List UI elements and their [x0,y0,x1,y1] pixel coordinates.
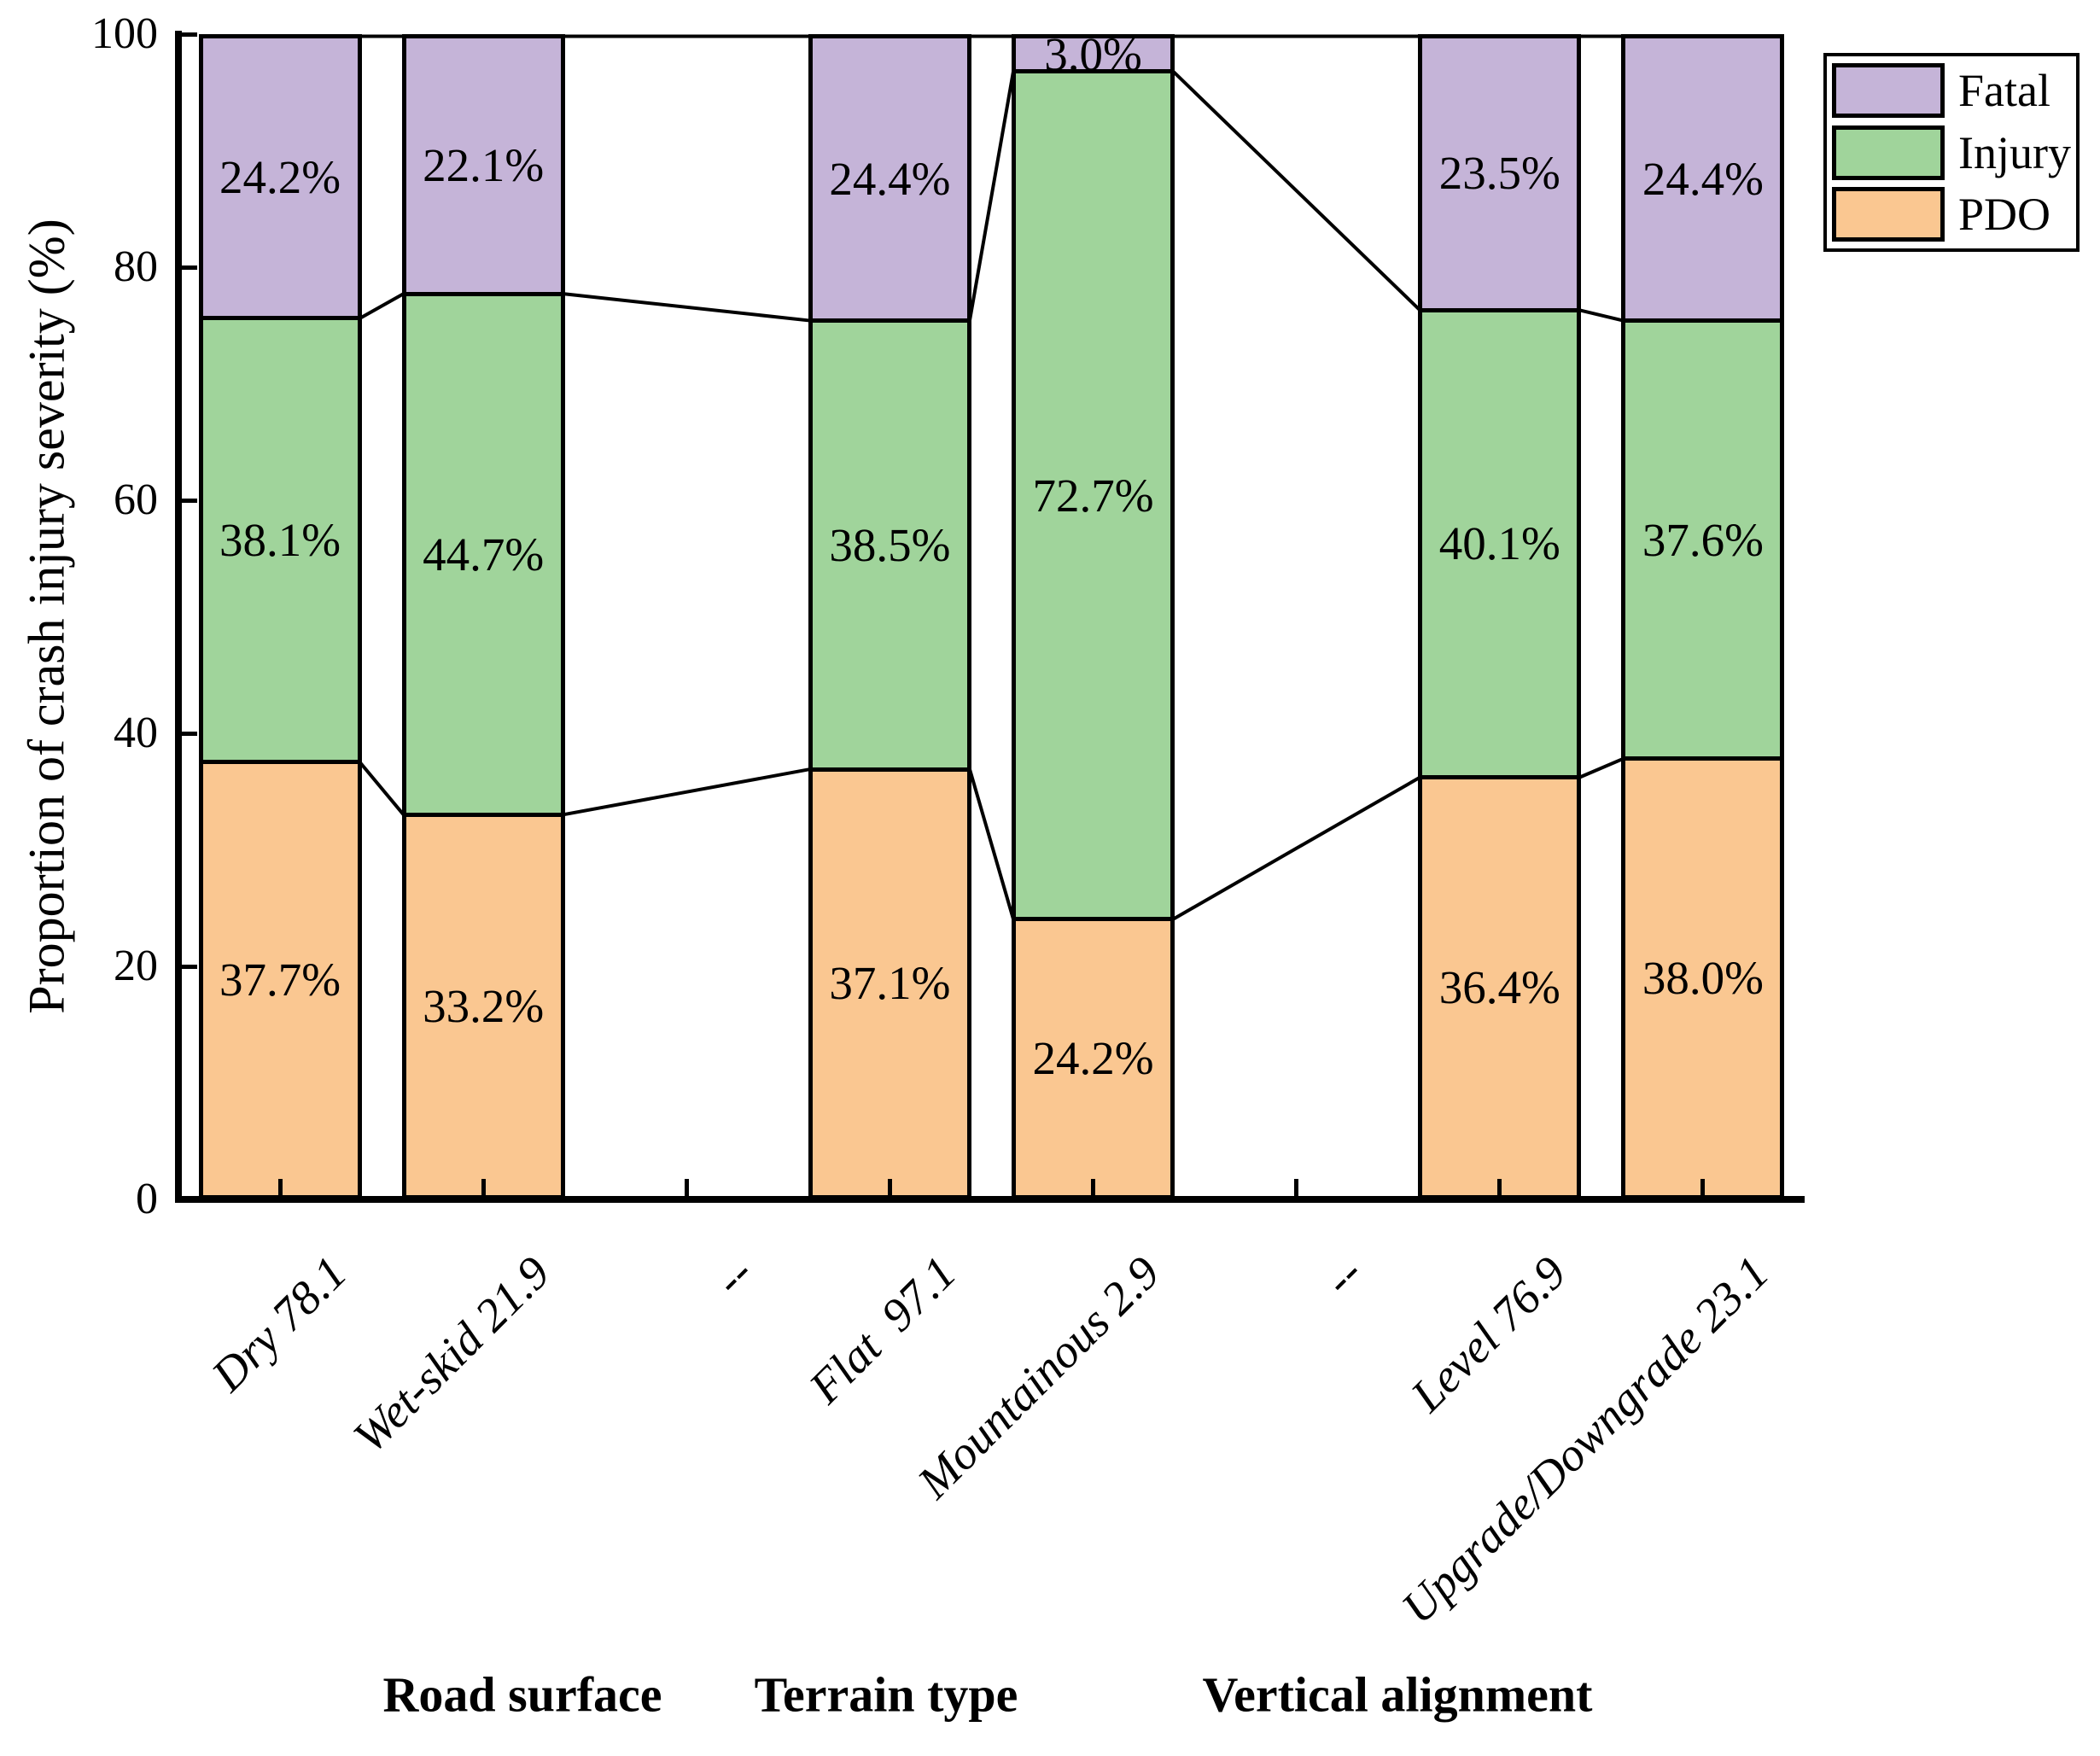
connector-line [1171,70,1421,312]
legend-row-pdo: PDO [1832,186,2076,242]
x-tick-label-dry-78-1: Dry 78.1 [201,1246,357,1402]
group-label-road-surface: Road surface [382,1666,662,1723]
bar-upgrade-downgrade-23-1-fatal-value-label: 24.4% [1642,152,1764,205]
connector-line [968,768,1015,920]
x-tick-mark [1294,1179,1299,1196]
group-label-terrain-type: Terrain type [754,1666,1018,1723]
bar-flat-97-1-injury-segment: 38.5% [808,318,971,772]
legend-label-fatal: Fatal [1958,65,2050,117]
connector-line [359,292,405,320]
x-tick-mark [887,1179,892,1196]
legend-swatch-fatal [1832,63,1945,119]
bar-dry-78-1-injury-value-label: 38.1% [219,514,341,567]
x-tick-label-wet-skid-21-9: Wet-skid 21.9 [342,1246,560,1463]
legend: Fatal Injury PDO [1823,53,2080,252]
connector-line [1578,308,1624,323]
bar-flat-97-1-pdo-segment: 37.1% [808,767,971,1199]
bar-wet-skid-21-9-fatal-value-label: 22.1% [423,138,545,191]
x-tick-label-blank: -- [703,1246,763,1305]
y-tick-label: 60 [114,475,158,524]
bar-level-76-9-pdo-segment: 36.4% [1418,775,1582,1199]
connector-line [1578,756,1625,779]
bar-wet-skid-21-9-fatal-segment: 22.1% [401,34,565,296]
y-tick-label: 0 [136,1175,158,1223]
bar-level-76-9-injury-segment: 40.1% [1418,307,1582,780]
bar-dry-78-1-fatal-value-label: 24.2% [219,151,341,204]
bar-wet-skid-21-9-pdo-value-label: 33.2% [423,979,545,1032]
bar-upgrade-downgrade-23-1-injury-value-label: 37.6% [1642,513,1764,566]
connector-line [1172,775,1421,921]
y-tick-mark [182,265,197,270]
bar-flat-97-1-fatal-value-label: 24.4% [829,152,951,205]
x-tick-mark [1497,1179,1502,1196]
x-tick-mark [481,1179,486,1196]
legend-row-fatal: Fatal [1832,63,2076,119]
connector-line [563,292,811,323]
legend-label-pdo: PDO [1958,188,2051,240]
bar-mountainous-2-9-fatal-value-label: 3.0% [1044,27,1142,80]
y-tick-mark [182,32,197,37]
legend-swatch-injury [1832,125,1945,180]
y-tick-label: 100 [91,9,158,58]
x-tick-label-upgrade-downgrade-23-1: Upgrade/Downgrade 23.1 [1391,1246,1779,1634]
bar-mountainous-2-9-injury-value-label: 72.7% [1032,469,1154,522]
x-tick-mark [1091,1179,1096,1196]
bar-flat-97-1-injury-value-label: 38.5% [829,518,951,571]
bar-flat-97-1-fatal-segment: 24.4% [808,34,971,324]
bar-level-76-9-fatal-segment: 23.5% [1418,34,1582,312]
y-tick-label: 20 [114,942,158,990]
y-tick-label: 80 [114,242,158,291]
x-tick-label-blank: -- [1313,1246,1373,1305]
y-tick-label: 40 [114,709,158,757]
bar-mountainous-2-9-injury-segment: 72.7% [1012,68,1175,922]
connector-line [967,71,1016,321]
y-tick-mark [182,498,197,503]
x-tick-mark [277,1179,283,1196]
connector-line [563,767,811,817]
x-tick-label-flat-97-1: Flat 97.1 [798,1246,966,1414]
bar-dry-78-1-fatal-segment: 24.2% [198,34,362,321]
legend-row-injury: Injury [1832,125,2076,180]
x-tick-mark [684,1179,689,1196]
bar-upgrade-downgrade-23-1-pdo-segment: 38.0% [1621,756,1785,1199]
y-tick-mark [182,1197,197,1202]
bar-mountainous-2-9-pdo-value-label: 24.2% [1032,1032,1154,1085]
y-axis-line [175,31,182,1203]
bar-dry-78-1-pdo-value-label: 37.7% [219,954,341,1006]
x-tick-label-level-76-9: Level 76.9 [1400,1246,1576,1422]
x-tick-mark [1700,1179,1706,1196]
bar-dry-78-1-injury-segment: 38.1% [198,316,362,765]
y-tick-mark [182,731,197,736]
bar-flat-97-1-pdo-value-label: 37.1% [829,957,951,1010]
bar-dry-78-1-pdo-segment: 37.7% [198,760,362,1199]
bar-wet-skid-21-9-injury-segment: 44.7% [401,291,565,817]
legend-label-injury: Injury [1958,126,2071,178]
bar-upgrade-downgrade-23-1-pdo-value-label: 38.0% [1642,952,1764,1005]
y-tick-mark [182,964,197,969]
bar-upgrade-downgrade-23-1-injury-segment: 37.6% [1621,318,1785,761]
bar-upgrade-downgrade-23-1-fatal-segment: 24.4% [1621,34,1785,324]
group-label-vertical-alignment: Vertical alignment [1202,1666,1593,1723]
bar-level-76-9-fatal-value-label: 23.5% [1438,147,1560,200]
bar-mountainous-2-9-fatal-segment: 3.0% [1012,31,1175,78]
connector-line [359,761,405,816]
bar-level-76-9-pdo-value-label: 36.4% [1438,961,1560,1014]
legend-swatch-pdo [1832,186,1945,242]
bar-level-76-9-injury-value-label: 40.1% [1438,517,1560,570]
x-axis-line [175,1196,1805,1203]
bar-wet-skid-21-9-injury-value-label: 44.7% [423,528,545,580]
